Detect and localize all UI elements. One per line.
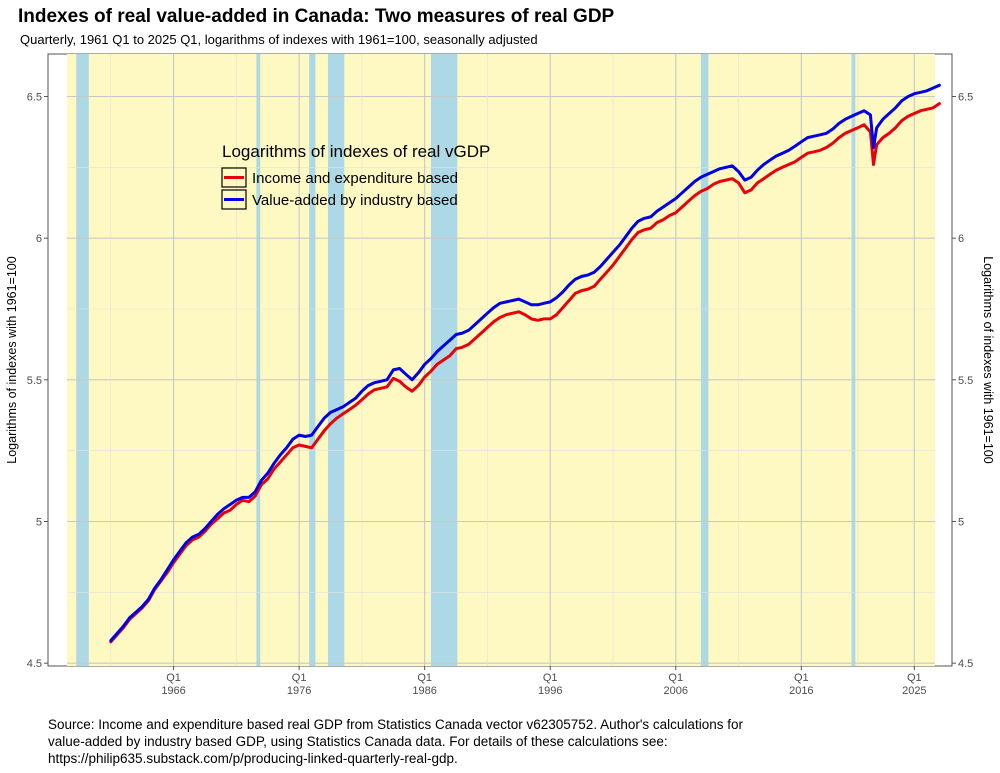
y-axis-label-left: Logarithms of indexes with 1961=100	[5, 256, 19, 463]
x-tick-year-0: 1966	[161, 685, 185, 697]
legend: Logarithms of indexes of real vGDP Incom…	[221, 142, 490, 210]
caption-line-3: https://philip635.substack.com/p/produci…	[48, 751, 458, 766]
x-tick-quarter-4: Q1	[668, 672, 683, 684]
y-axis-label-right: Logarithms of indexes with 1961=100	[981, 256, 995, 463]
caption-line-1: Source: Income and expenditure based rea…	[48, 717, 743, 732]
plot-background	[67, 54, 935, 666]
x-tick-year-1: 1976	[287, 685, 311, 697]
x-tick-year-6: 2025	[902, 685, 926, 697]
recession-band-6	[851, 54, 856, 666]
series-line-income-expenditure	[109, 102, 941, 644]
x-tick-year-4: 2006	[664, 685, 688, 697]
recession-band-2	[309, 54, 316, 666]
y-tick-label-right-2: 5.5	[958, 375, 973, 387]
x-tick-quarter-2: Q1	[417, 672, 432, 684]
legend-key-box-income	[221, 167, 247, 188]
y-tick-label-left-0: 4.5	[27, 658, 42, 670]
x-tick-quarter-5: Q1	[794, 672, 809, 684]
x-tick-year-5: 2016	[789, 685, 813, 697]
legend-label-income: Income and expenditure based	[252, 170, 458, 187]
source-caption: Source: Income and expenditure based rea…	[48, 716, 948, 767]
y-tick-label-left-2: 5.5	[27, 375, 42, 387]
line-chart: 4.5 4.55 55.5 5.56 66.5 6.5Q11966Q11976Q11986…	[5, 53, 995, 697]
series-line-value-added-industry	[109, 83, 941, 642]
y-tick-label-left-4: 6.5	[27, 92, 42, 104]
caption-line-2: value-added by industry based GDP, using…	[48, 734, 668, 749]
x-tick-quarter-6: Q1	[907, 672, 922, 684]
x-tick-quarter-1: Q1	[292, 672, 307, 684]
y-tick-label-right-4: 6.5	[958, 92, 973, 104]
recession-band-5	[700, 54, 709, 666]
y-tick-label-right-1: 5	[958, 517, 964, 529]
y-tick-label-left-1: 5	[36, 517, 42, 529]
recession-band-3	[327, 54, 345, 666]
recession-band-1	[256, 54, 261, 666]
x-tick-quarter-3: Q1	[543, 672, 558, 684]
y-tick-label-left-3: 6	[36, 233, 42, 245]
x-tick-year-2: 1986	[412, 685, 436, 697]
x-tick-year-3: 1996	[538, 685, 562, 697]
chart-subtitle: Quarterly, 1961 Q1 to 2025 Q1, logarithm…	[20, 32, 538, 47]
x-tick-quarter-0: Q1	[166, 672, 181, 684]
y-tick-label-right-3: 6	[958, 233, 964, 245]
legend-label-value-added: Value-added by industry based	[252, 192, 458, 209]
recession-band-0	[76, 54, 89, 666]
chart-title: Indexes of real value-added in Canada: T…	[18, 6, 615, 27]
legend-key-box-value-added	[221, 189, 247, 210]
y-tick-label-right-0: 4.5	[958, 658, 973, 670]
legend-title: Logarithms of indexes of real vGDP	[222, 142, 490, 161]
